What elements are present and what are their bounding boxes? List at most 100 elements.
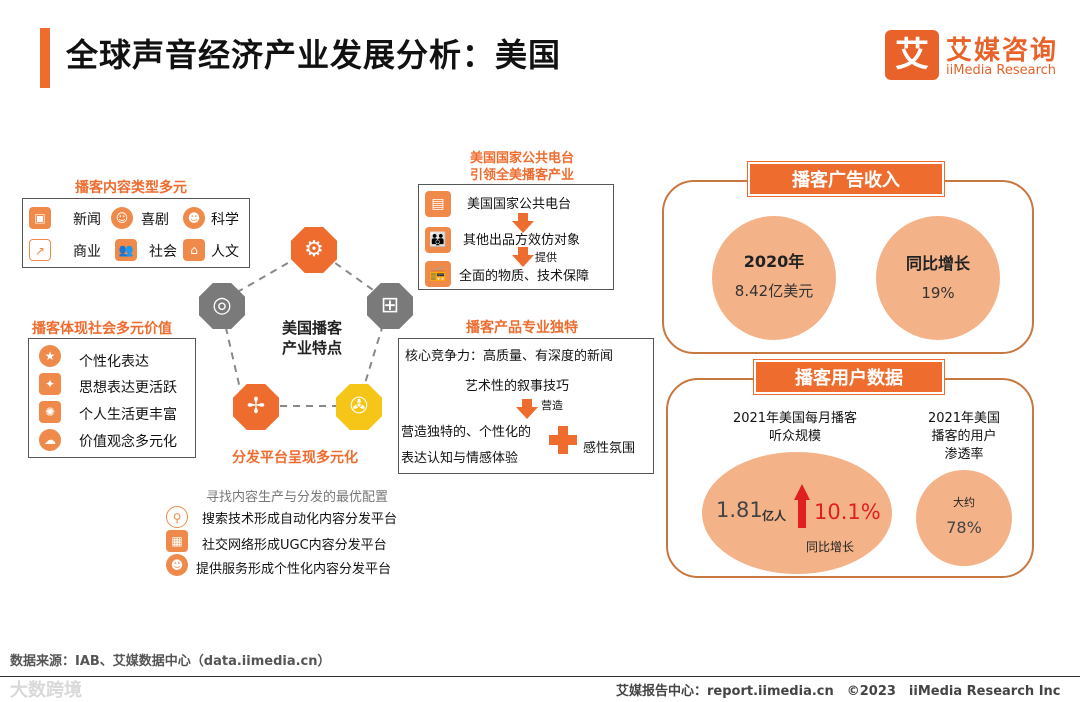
content-types-box: ▣ 新闻 ☺ 喜剧 ☻ 科学 ↗ 商业 👥 社会 ⌂ 人文: [22, 198, 250, 268]
public-radio-heading: 美国国家公共电台 引领全美播客产业: [458, 150, 586, 184]
product-box: 核心竞争力：高质量、有深度的新闻 艺术性的叙事技巧 营造 营造独特的、个性化的 …: [398, 338, 654, 474]
scientist-icon: ☻: [183, 207, 205, 229]
penetration-title-line2: 播客的用户: [931, 429, 997, 444]
audience-bubble: [702, 452, 892, 574]
logo-mark: 艾: [885, 30, 939, 80]
social-values-heading: 播客体现社会多元价值: [32, 321, 172, 337]
atmosphere-label: 感性氛围: [583, 441, 636, 456]
public-radio-box: ▤ 美国国家公共电台 👪 其他出品方效仿对象 提供 📻 全面的物质、技术保障: [418, 184, 614, 290]
core-competence: 核心竞争力：高质量、有深度的新闻: [405, 349, 614, 364]
public-radio-step1: 美国国家公共电台: [467, 197, 572, 212]
footer-credit: 艾媒报告中心：report.iimedia.cn ©2023 iiMedia R…: [616, 684, 1061, 699]
public-radio-heading-line1: 美国国家公共电台: [469, 151, 574, 166]
unique-line2: 表达认知与情感体验: [401, 451, 519, 466]
page-title: 全球声音经济产业发展分析：美国: [66, 36, 562, 74]
arrow-down-stem: [518, 247, 528, 255]
data-source: 数据来源：IAB、艾媒数据中心（data.iimedia.cn）: [10, 654, 331, 669]
arrow-down-stem: [522, 399, 532, 407]
plus-icon-vertical: [558, 426, 568, 454]
business-chart-icon: ↗: [29, 239, 51, 261]
service-person-icon: ☻: [166, 554, 188, 576]
distribution-item: 搜索技术形成自动化内容分发平台: [202, 512, 398, 527]
social-network-icon: ▦: [166, 530, 188, 552]
public-radio-step3: 全面的物质、技术保障: [459, 269, 590, 284]
fan-icon: ✢: [233, 384, 279, 430]
footer-divider: [0, 676, 1080, 677]
distribution-diverse-heading: 分发平台呈现多元化: [232, 450, 358, 466]
news-icon: ▣: [29, 207, 51, 229]
growth-arrow-stem: [798, 498, 806, 528]
penetration-prefix: 大约: [953, 496, 975, 509]
person-idea-icon: ✺: [39, 401, 61, 423]
product-heading: 播客产品专业独特: [466, 320, 578, 336]
content-type-label: 商业: [73, 244, 101, 260]
social-value-label: 个人生活更丰富: [79, 407, 177, 423]
gift-idea-icon: ✦: [39, 373, 61, 395]
logo-text-en: iiMedia Research: [946, 63, 1057, 78]
arrow-down-stem: [518, 213, 528, 221]
audience-growth-value: 10.1%: [814, 500, 881, 524]
watermark: 大数跨境: [10, 680, 82, 701]
aperture-icon: ◎: [199, 283, 245, 329]
search-icon: ⚲: [166, 506, 188, 528]
person-star-icon: ★: [39, 345, 61, 367]
content-type-label: 社会: [149, 244, 177, 260]
center-line-2: 产业特点: [281, 339, 342, 357]
social-values-box: ★ 个性化表达 ✦ 思想表达更活跃 ✺ 个人生活更丰富 ☁ 价值观念多元化: [28, 338, 196, 458]
arrow-up-icon: [794, 484, 810, 500]
center-feature-label: 美国播客 产业特点: [272, 318, 352, 358]
growth-value: 19%: [921, 284, 955, 302]
center-line-1: 美国播客: [281, 319, 342, 337]
penetration-bubble: 大约 78%: [916, 470, 1012, 566]
revenue-value: 8.42亿美元: [734, 282, 814, 300]
people-group-icon: 👪: [425, 227, 451, 253]
logo-text-cn: 艾媒咨询: [946, 36, 1059, 66]
content-type-label: 新闻: [73, 212, 101, 228]
social-value-label: 价值观念多元化: [79, 434, 177, 450]
content-type-label: 喜剧: [141, 212, 169, 228]
penetration-title-line3: 渗透率: [944, 447, 984, 462]
people-icon: 👥: [115, 239, 137, 261]
clown-icon: ☺: [111, 207, 133, 229]
arrow-down-icon: [516, 407, 538, 419]
public-radio-heading-line2: 引领全美播客产业: [469, 168, 574, 183]
distribution-item: 提供服务形成个性化内容分发平台: [196, 562, 392, 577]
arrow-down-icon: [512, 255, 534, 267]
revenue-year: 2020年: [743, 252, 805, 271]
provide-label: 提供: [535, 251, 557, 264]
public-radio-step2: 其他出品方效仿对象: [463, 233, 581, 248]
audience-title-line1: 2021年美国每月播客: [732, 411, 858, 426]
distribution-heading: 寻找内容生产与分发的最优配置: [206, 490, 389, 505]
content-types-heading: 播客内容类型多元: [75, 180, 187, 196]
unique-line1: 营造独特的、个性化的: [401, 425, 532, 440]
gear-icon: ⚙: [291, 227, 337, 273]
social-value-label: 思想表达更活跃: [79, 380, 177, 396]
title-accent-bar: [40, 28, 50, 88]
penetration-title-line1: 2021年美国: [927, 411, 1001, 426]
compass-icon: ✇: [336, 384, 382, 430]
revenue-growth-bubble: 同比增长 19%: [876, 216, 1000, 340]
penetration-title: 2021年美国 播客的用户 渗透率: [916, 410, 1012, 464]
growth-label: 同比增长: [905, 254, 970, 273]
distribution-item: 社交网络形成UGC内容分发平台: [202, 538, 387, 553]
windows-icon: ⊞: [367, 283, 413, 329]
user-data-tag: 播客用户数据: [753, 359, 945, 395]
radio-device-icon: 📻: [425, 261, 451, 287]
revenue-bubble: 2020年 8.42亿美元: [712, 216, 836, 340]
create-label: 营造: [541, 399, 563, 412]
audience-title: 2021年美国每月播客 听众规模: [700, 410, 890, 446]
classic-building-icon: ⌂: [183, 239, 205, 261]
penetration-value: 78%: [946, 518, 982, 537]
audience-value: 1.81: [716, 498, 763, 522]
audience-title-line2: 听众规模: [768, 429, 821, 444]
distribution-list: ⚲ 搜索技术形成自动化内容分发平台 ▦ 社交网络形成UGC内容分发平台 ☻ 提供…: [166, 504, 446, 578]
audience-unit: 亿人: [762, 509, 787, 523]
narrative-skill: 艺术性的叙事技巧: [465, 379, 570, 394]
social-value-label: 个性化表达: [79, 354, 149, 370]
arrow-down-icon: [512, 221, 534, 233]
person-thought-icon: ☁: [39, 429, 61, 451]
radio-station-icon: ▤: [425, 191, 451, 217]
audience-growth-label: 同比增长: [806, 540, 855, 554]
content-type-label: 人文: [211, 244, 239, 260]
ad-revenue-tag: 播客广告收入: [747, 161, 945, 197]
